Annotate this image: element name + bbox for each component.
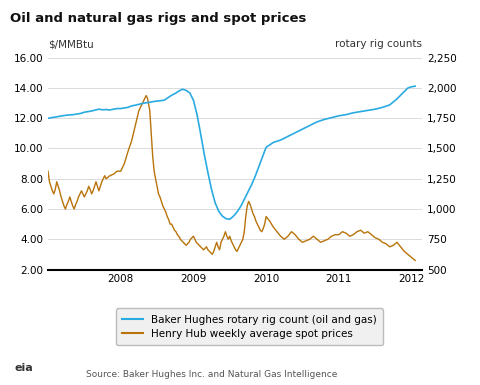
Text: rotary rig counts: rotary rig counts <box>336 39 422 49</box>
Text: Oil and natural gas rigs and spot prices: Oil and natural gas rigs and spot prices <box>10 12 306 25</box>
Text: $/MMBtu: $/MMBtu <box>48 39 94 49</box>
Text: Source: Baker Hughes Inc. and Natural Gas Intelligence: Source: Baker Hughes Inc. and Natural Ga… <box>86 370 338 379</box>
Legend: Baker Hughes rotary rig count (oil and gas), Henry Hub weekly average spot price: Baker Hughes rotary rig count (oil and g… <box>116 308 384 345</box>
Text: eia: eia <box>14 363 33 373</box>
